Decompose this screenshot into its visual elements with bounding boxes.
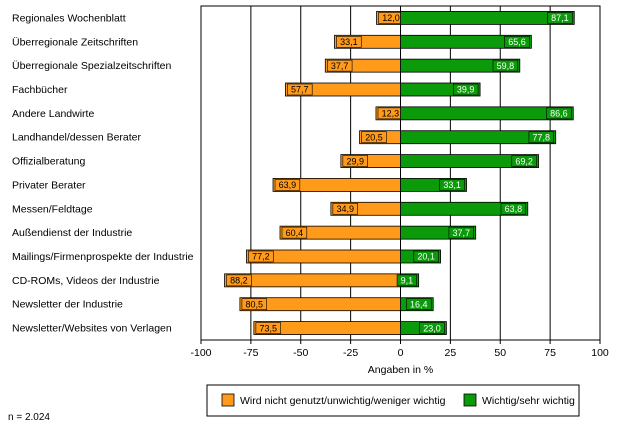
- data-label: 16,4: [410, 299, 428, 309]
- category-label: Fachbücher: [12, 84, 68, 96]
- x-tick-label: 0: [398, 347, 404, 359]
- data-label: 12,0: [382, 13, 400, 23]
- data-label: 59,8: [497, 61, 515, 71]
- data-label-box: [241, 298, 268, 311]
- category-label: Mailings/Firmenprospekte der Industrie: [12, 251, 194, 263]
- category-label: Messen/Feldtage: [12, 203, 93, 215]
- data-label-box: [361, 131, 387, 144]
- data-label: 9,1: [401, 276, 414, 286]
- data-label: 80,5: [246, 299, 264, 309]
- category-label: Newsletter/Websites von Verlagen: [12, 323, 172, 335]
- data-label: 20,1: [417, 252, 435, 262]
- data-label-box: [528, 131, 555, 144]
- data-label-box: [342, 155, 368, 167]
- x-tick-label: -25: [343, 347, 358, 359]
- data-label: 63,9: [279, 180, 297, 190]
- x-tick-label: 100: [591, 347, 609, 359]
- category-label: Regionales Wochenblatt: [12, 12, 126, 24]
- data-label-box: [419, 322, 445, 334]
- category-label: Offizialberatung: [12, 156, 86, 168]
- data-label: 37,7: [331, 61, 349, 71]
- data-label-box: [255, 322, 281, 334]
- data-label: 23,0: [423, 323, 441, 333]
- data-label-box: [281, 226, 308, 239]
- bar-positive: [400, 130, 557, 145]
- x-tick-label: -75: [243, 347, 258, 359]
- data-label: 20,5: [365, 132, 383, 142]
- data-label: 77,8: [533, 132, 551, 142]
- data-label: 63,8: [505, 204, 523, 214]
- data-label-box: [546, 107, 572, 120]
- data-label: 86,6: [550, 109, 568, 119]
- x-tick-label: 25: [445, 347, 457, 359]
- data-label-box: [413, 250, 439, 263]
- data-label-box: [492, 59, 519, 72]
- data-label: 39,9: [457, 85, 475, 95]
- bar-positive: [400, 11, 575, 25]
- data-label: 33,1: [443, 180, 461, 190]
- data-label: 33,1: [340, 37, 358, 47]
- data-label: 65,6: [508, 37, 526, 47]
- category-label: Überregionale Zeitschriften: [12, 36, 138, 48]
- data-label: 29,9: [346, 156, 364, 166]
- category-label: Landhandel/dessen Berater: [12, 132, 142, 144]
- category-label: Newsletter der Industrie: [12, 299, 123, 311]
- x-tick-labels: -100 -75 -50 -25 0 25 50 75 100: [190, 347, 608, 359]
- legend: Wird nicht genutzt/unwichtig/weniger wic…: [206, 384, 580, 417]
- data-label-box: [504, 35, 530, 48]
- data-label-box: [547, 12, 573, 24]
- bar-positive: [400, 154, 539, 168]
- legend-box: [206, 384, 580, 417]
- data-label: 69,2: [515, 156, 533, 166]
- data-label: 12,3: [382, 109, 400, 119]
- data-label-box: [226, 274, 252, 287]
- category-label: Privater Berater: [12, 179, 86, 191]
- data-label-box: [332, 202, 358, 215]
- legend-entry: Wichtig/sehr wichtig: [482, 395, 575, 407]
- category-label: Andere Landwirte: [12, 108, 94, 120]
- data-label: 87,1: [551, 13, 569, 23]
- data-label: 60,4: [286, 228, 304, 238]
- x-axis-label: Angaben in %: [368, 364, 433, 376]
- legend-entry: Wird nicht genutzt/unwichtig/weniger wic…: [240, 395, 446, 407]
- category-label: CD-ROMs, Videos der Industrie: [12, 275, 160, 287]
- legend-swatch: [221, 393, 235, 407]
- data-label-box: [287, 83, 313, 96]
- category-label: Überregionale Spezialzeitschriften: [12, 60, 171, 72]
- bar-positive: [400, 34, 532, 49]
- data-label-box: [511, 155, 537, 167]
- bar-positive: [400, 106, 574, 121]
- data-label: 88,2: [230, 276, 248, 286]
- data-label-box: [448, 226, 475, 239]
- data-label-box: [248, 250, 274, 263]
- data-label: 73,5: [260, 323, 278, 333]
- data-label-box: [439, 179, 465, 191]
- data-label-box: [453, 83, 479, 96]
- gridlines: [200, 5, 601, 344]
- data-label-box: [500, 202, 527, 215]
- x-tick-label: -50: [293, 347, 308, 359]
- bars: 12,0 87,1 33,1 65,6 37,7 59,8 57,7 39,9 12,3 86,6…: [224, 11, 575, 335]
- data-label: 37,7: [453, 228, 471, 238]
- sample-size-note: n = 2.024: [8, 412, 50, 423]
- x-tick-label: -100: [190, 347, 211, 359]
- bar-positive: [400, 201, 529, 216]
- category-labels: Regionales Wochenblatt Überregionale Zeit…: [12, 12, 194, 334]
- x-tick-label: 50: [494, 347, 506, 359]
- legend-swatch: [463, 393, 477, 407]
- data-label: 57,7: [291, 85, 309, 95]
- data-label-box: [336, 35, 362, 48]
- x-tick-label: 75: [544, 347, 556, 359]
- data-label-box: [326, 59, 353, 72]
- data-label: 77,2: [252, 252, 270, 262]
- data-label-box: [406, 298, 432, 311]
- data-label-box: [274, 179, 301, 191]
- data-label: 34,9: [337, 204, 355, 214]
- bar-positive: [400, 58, 521, 73]
- data-label-box: [396, 274, 417, 287]
- category-label: Außendienst der Industrie: [12, 227, 132, 239]
